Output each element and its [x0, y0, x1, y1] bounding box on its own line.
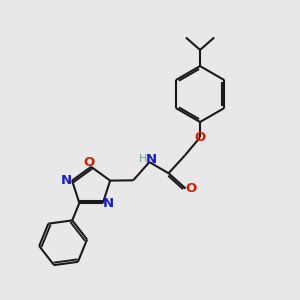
Text: N: N: [145, 153, 156, 166]
Text: O: O: [185, 182, 197, 195]
Text: N: N: [61, 173, 72, 187]
Text: O: O: [83, 156, 95, 169]
Text: O: O: [194, 131, 206, 144]
Text: H: H: [139, 154, 147, 164]
Text: N: N: [103, 197, 114, 210]
